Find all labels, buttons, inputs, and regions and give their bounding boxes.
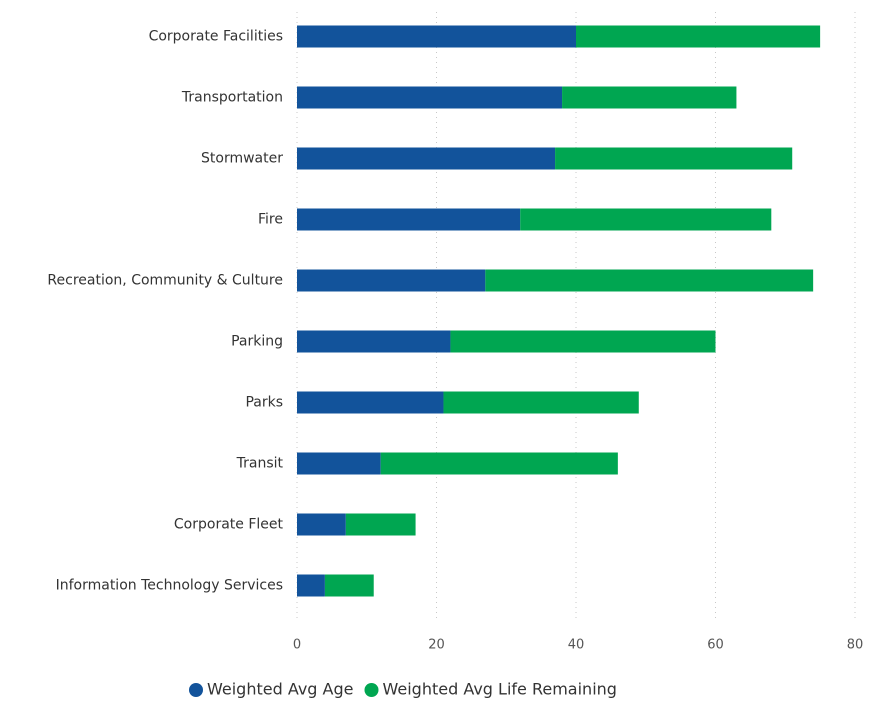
y-tick-label: Fire — [258, 212, 283, 228]
y-tick-label: Corporate Facilities — [149, 29, 283, 45]
x-tick-label: 40 — [568, 638, 585, 653]
legend-marker — [189, 683, 203, 697]
bar-segment — [297, 513, 346, 536]
bar-segment — [324, 574, 374, 597]
bar-segment — [297, 391, 444, 414]
y-tick-label: Corporate Fleet — [174, 517, 284, 533]
bar-segment — [297, 574, 325, 597]
bar-segment — [297, 147, 556, 170]
y-tick-label: Recreation, Community & Culture — [47, 273, 283, 289]
legend-label: Weighted Avg Age — [207, 680, 354, 699]
bar-segment — [297, 330, 451, 353]
bar-segment — [297, 208, 521, 231]
bar-segment — [562, 86, 737, 109]
bar-segment — [297, 86, 563, 109]
bar-segment — [450, 330, 716, 353]
bar-segment — [345, 513, 416, 536]
bar-segment — [297, 25, 576, 48]
bar-segment — [297, 452, 381, 475]
y-tick-label: Transit — [236, 456, 284, 472]
x-tick-label: 60 — [707, 638, 724, 653]
bar-segment — [555, 147, 793, 170]
y-tick-label: Parking — [231, 334, 283, 350]
x-tick-label: 80 — [847, 638, 864, 653]
bar-segment — [576, 25, 821, 48]
bar-segment — [443, 391, 639, 414]
bar-segment — [520, 208, 772, 231]
y-tick-label: Stormwater — [201, 151, 283, 167]
legend-marker — [364, 683, 379, 697]
y-tick-label: Information Technology Services — [56, 578, 283, 594]
legend-label: Weighted Avg Life Remaining — [383, 680, 617, 699]
y-tick-label: Transportation — [181, 90, 283, 106]
bar-segment — [485, 269, 814, 292]
bar-segment — [297, 269, 486, 292]
x-tick-label: 0 — [293, 638, 301, 653]
x-tick-label: 20 — [428, 638, 445, 653]
y-tick-label: Parks — [245, 395, 283, 411]
bar-segment — [380, 452, 618, 475]
